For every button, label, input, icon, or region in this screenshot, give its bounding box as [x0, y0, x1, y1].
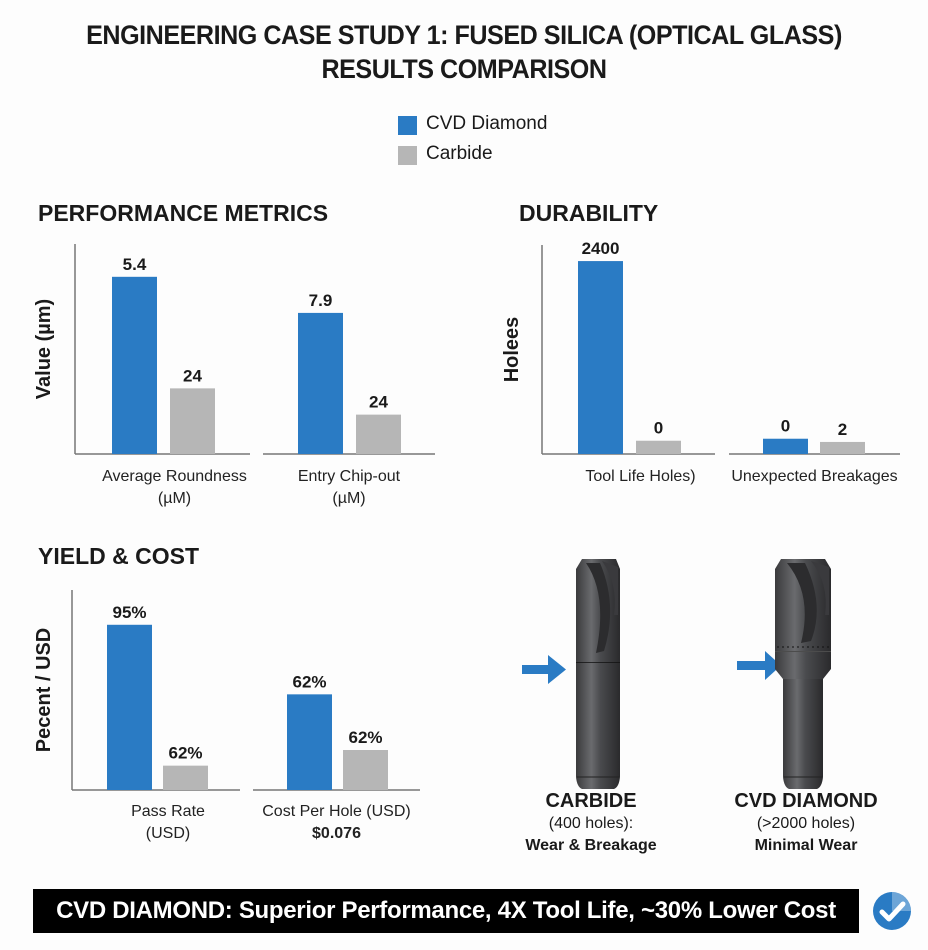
- bar-value-label: 7.9: [309, 291, 333, 310]
- category-label: Entry Chip-out: [298, 468, 401, 485]
- category-label: Cost Per Hole (USD): [262, 803, 410, 820]
- y-axis-label: Holees: [501, 317, 523, 383]
- carbide-caption: CARBIDE (400 holes): Wear & Breakage: [481, 790, 701, 857]
- carbide-caption-holes: (400 holes):: [548, 815, 634, 832]
- category-sublabel: (USD): [146, 825, 190, 842]
- bar-value-label: 24: [183, 366, 202, 385]
- category-label: Average Roundness: [102, 468, 247, 485]
- legend-label-cvd: CVD Diamond: [426, 113, 548, 134]
- bar-value-label: 5.4: [123, 255, 147, 274]
- legend-swatch-cvd: [398, 116, 417, 135]
- bar-cvd: [578, 261, 623, 454]
- category-label: Unexpected Breakages: [731, 468, 897, 485]
- category-sublabel: (µM): [332, 490, 365, 507]
- summary-banner: CVD DIAMOND: Superior Performance, 4X To…: [33, 889, 859, 933]
- bar-value-label: 2: [838, 420, 847, 439]
- bar-carbide: [343, 750, 388, 790]
- bar-value-label: 62%: [168, 744, 202, 763]
- bar-value-label: 62%: [348, 728, 382, 747]
- durability-title: DURABILITY: [519, 200, 659, 226]
- legend-label-carbide: Carbide: [426, 143, 493, 164]
- bar-value-label: 24: [369, 393, 388, 412]
- bar-carbide: [820, 441, 865, 454]
- y-axis-label: Value (µm): [33, 299, 55, 399]
- bar-cvd: [112, 276, 157, 454]
- bar-value-label: 2400: [582, 239, 620, 258]
- bar-cvd: [107, 624, 152, 790]
- check-circle-icon: [873, 892, 911, 930]
- y-axis-label: Pecent / USD: [33, 628, 55, 752]
- cvd-caption-holes: (>2000 holes): [756, 815, 856, 832]
- legend-swatch-carbide: [398, 146, 417, 165]
- performance-metrics-title: PERFORMANCE METRICS: [38, 200, 329, 226]
- bar-value-label: 0: [654, 419, 663, 438]
- bar-value-label: 95%: [112, 603, 146, 622]
- bar-carbide: [170, 388, 215, 454]
- bar-carbide: [163, 765, 208, 790]
- carbide-caption-name: CARBIDE: [545, 790, 637, 812]
- bar-value-label: 62%: [292, 672, 326, 691]
- bar-carbide: [636, 440, 681, 454]
- bar-cvd: [763, 438, 808, 454]
- category-sublabel: (µM): [158, 490, 191, 507]
- bar-cvd: [287, 694, 332, 790]
- category-label: Tool Life Holes): [585, 468, 695, 485]
- category-sublabel: $0.076: [312, 825, 361, 842]
- cvd-caption-name: CVD DIAMOND: [734, 790, 878, 812]
- bar-cvd: [298, 312, 343, 454]
- category-label: Pass Rate: [131, 803, 205, 820]
- arrow-right-icon: [522, 655, 566, 684]
- bar-value-label: 0: [781, 417, 790, 436]
- page-subtitle: RESULTS COMPARISON: [321, 54, 607, 84]
- cvd-drill-bit-icon: [737, 559, 831, 789]
- bar-carbide: [356, 414, 401, 454]
- page-title: ENGINEERING CASE STUDY 1: FUSED SILICA (…: [86, 20, 842, 50]
- carbide-drill-bit-icon: [522, 559, 620, 789]
- yield-cost-title: YIELD & COST: [38, 543, 200, 569]
- cvd-caption-note: Minimal Wear: [754, 837, 858, 854]
- cvd-caption: CVD DIAMOND (>2000 holes) Minimal Wear: [696, 790, 916, 857]
- carbide-caption-note: Wear & Breakage: [525, 837, 657, 854]
- arrow-right-icon: [737, 651, 781, 680]
